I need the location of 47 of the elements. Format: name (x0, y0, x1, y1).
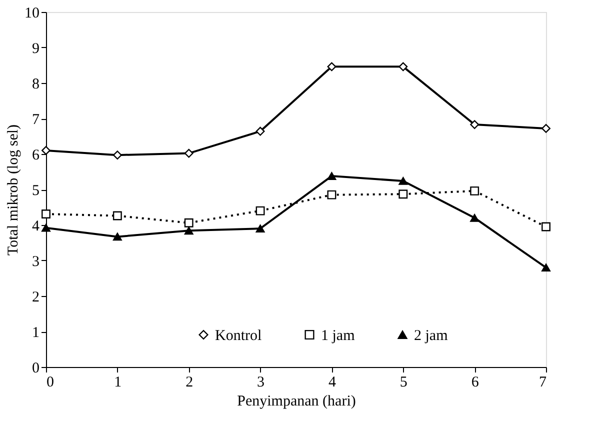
point (184, 148, 194, 158)
y-axis-title: Total mikrob (log sel) (6, 124, 22, 256)
y-tick-label: 10 (24, 6, 40, 22)
x-tick-label: 7 (539, 374, 547, 390)
x-tick-label: 0 (46, 374, 54, 390)
x-tick-label: 3 (257, 374, 265, 390)
point (398, 177, 408, 185)
point (256, 126, 265, 136)
point (327, 172, 336, 180)
point (112, 232, 122, 241)
y-tick-label: 8 (32, 76, 40, 92)
point (470, 120, 480, 130)
point (112, 150, 122, 160)
point (256, 224, 265, 233)
y-tick-label: 6 (32, 148, 40, 164)
legend-label: 2 jam (414, 328, 448, 344)
point (184, 218, 194, 228)
point (542, 124, 550, 133)
legend-label: 1 jam (321, 328, 356, 344)
x-tick-label: 4 (328, 374, 336, 390)
x-tick-label: 2 (186, 374, 194, 390)
y-tick-label: 3 (32, 254, 40, 270)
y-tick-label: 7 (32, 112, 40, 128)
legend-label: Kontrol (215, 328, 262, 344)
y-tick-label: 9 (32, 41, 40, 57)
point (470, 186, 480, 196)
point (42, 210, 50, 218)
y-tick-label: 5 (32, 183, 40, 199)
point (184, 226, 194, 235)
point (327, 190, 336, 200)
y-tick-label: 1 (32, 325, 40, 341)
point (112, 211, 122, 220)
y-tick-label: 2 (32, 290, 40, 306)
point (398, 62, 408, 72)
point (256, 206, 265, 216)
point (42, 146, 50, 155)
x-tick-label: 6 (471, 374, 480, 390)
point (470, 214, 480, 222)
point (398, 190, 408, 199)
y-tick-label: 0 (32, 360, 40, 376)
point (327, 62, 336, 72)
point (542, 222, 550, 232)
point (542, 264, 550, 272)
x-axis-title: Penyimpanan (hari) (237, 394, 356, 410)
x-tick-label: 1 (114, 374, 122, 390)
y-tick-label: 4 (32, 218, 40, 234)
x-tick-label: 5 (400, 374, 408, 390)
